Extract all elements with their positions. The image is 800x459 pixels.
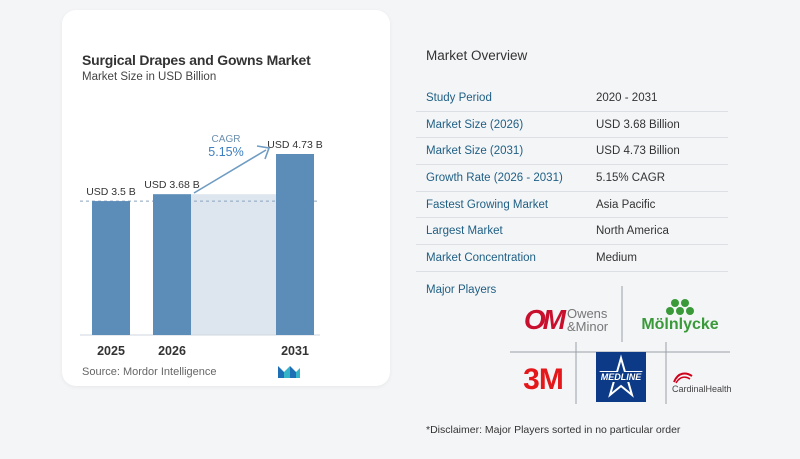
overview-title: Market Overview: [426, 48, 528, 63]
overview-key: Largest Market: [426, 225, 503, 238]
medline-logo: MEDLINE: [596, 352, 646, 402]
owens-minor-line2: &Minor: [566, 319, 609, 334]
bar-value-label: USD 3.68 B: [144, 179, 199, 191]
bar-2026: [153, 194, 191, 335]
mordor-intelligence-logo: [278, 366, 300, 378]
bar-chart: USD 3.5 B 2025 USD 3.68 B 2026 USD 4.73 B 203…: [80, 134, 323, 358]
3m-wordmark: 3M: [523, 363, 564, 396]
molnlycke-wordmark: Mölnlycke: [641, 316, 719, 333]
overview-key: Fastest Growing Market: [426, 198, 549, 211]
cardinal-health-wordmark: CardinalHealth: [672, 384, 732, 394]
overview-value: 5.15% CAGR: [596, 171, 666, 184]
owens-minor-text: Owens &Minor: [567, 307, 608, 333]
overview-row-fastest-growing: Fastest Growing Market Asia Pacific: [416, 192, 728, 219]
bar-2031: [276, 154, 314, 335]
owens-minor-line1: Owens: [566, 306, 608, 321]
overview-value: North America: [596, 225, 669, 238]
chart-card: Surgical Drapes and Gowns Market Market …: [62, 10, 390, 386]
chart-source: Source: Mordor Intelligence: [82, 366, 217, 378]
major-players-label: Major Players: [426, 284, 497, 296]
overview-value: 2020 - 2031: [596, 91, 658, 104]
chart-title: Surgical Drapes and Gowns Market: [82, 52, 311, 68]
overview-row-growth-rate: Growth Rate (2026 - 2031) 5.15% CAGR: [416, 165, 728, 192]
bar-2025: [92, 201, 130, 335]
x-tick-label: 2026: [158, 344, 186, 358]
bar-value-label: USD 3.5 B: [86, 186, 136, 198]
molnlycke-logo: Mölnlycke: [630, 292, 730, 340]
x-tick-label: 2025: [97, 344, 125, 358]
overview-row-size-2031: Market Size (2031) USD 4.73 Billion: [416, 138, 728, 166]
bar-value-label: USD 4.73 B: [267, 139, 322, 151]
3m-logo: 3M: [510, 360, 576, 400]
molnlycke-dots-icon: [666, 299, 694, 315]
market-overview-panel: Market Overview Study Period 2020 - 2031…: [414, 0, 800, 459]
cagr-arrow-line: [193, 149, 267, 194]
overview-row-study-period: Study Period 2020 - 2031: [416, 85, 728, 112]
overview-row-concentration: Market Concentration Medium: [416, 245, 728, 272]
overview-value: Medium: [596, 251, 637, 264]
disclaimer: *Disclaimer: Major Players sorted in no …: [426, 424, 681, 436]
overview-key: Market Size (2031): [426, 145, 524, 158]
cardinal-health-logo: CardinalHealth: [672, 364, 738, 400]
x-tick-label: 2031: [281, 344, 309, 358]
overview-key: Growth Rate (2026 - 2031): [426, 171, 563, 184]
owens-minor-mark: OM: [523, 304, 566, 335]
cardinal-health-icon: [673, 372, 693, 384]
overview-table: Study Period 2020 - 2031 Market Size (20…: [416, 85, 728, 272]
overview-key: Market Concentration: [426, 251, 536, 264]
overview-row-size-2026: Market Size (2026) USD 3.68 Billion: [416, 112, 728, 139]
medline-wordmark: MEDLINE: [598, 372, 644, 382]
owens-minor-logo: OM Owens &Minor: [514, 300, 618, 340]
overview-value: USD 3.68 Billion: [596, 118, 680, 131]
chart-subtitle: Market Size in USD Billion: [82, 71, 217, 83]
overview-key: Market Size (2026): [426, 118, 524, 131]
cagr-value: 5.15%: [208, 145, 243, 159]
overview-key: Study Period: [426, 91, 492, 104]
overview-value: Asia Pacific: [596, 198, 656, 211]
growth-highlight-area: [191, 194, 276, 335]
overview-value: USD 4.73 Billion: [596, 145, 680, 158]
cagr-arrow-head: [256, 145, 271, 160]
overview-row-largest-market: Largest Market North America: [416, 218, 728, 246]
cagr-label: CAGR: [212, 134, 241, 145]
